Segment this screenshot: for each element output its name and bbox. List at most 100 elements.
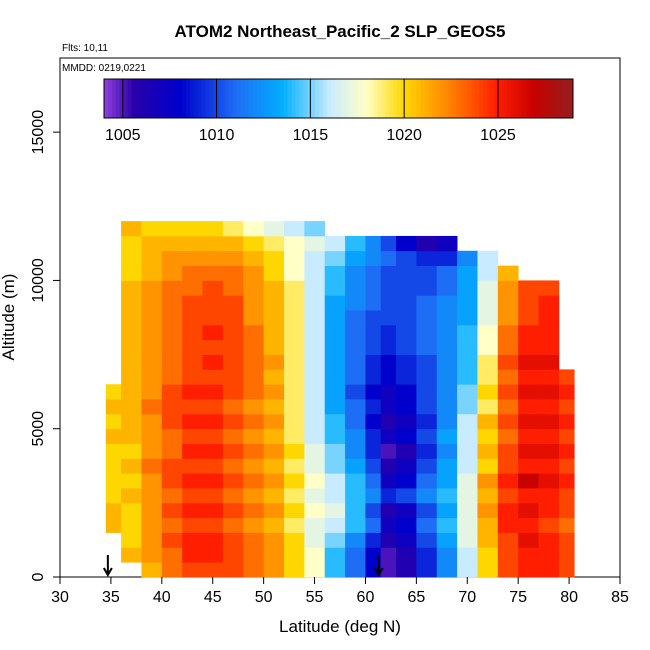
heatmap-cell	[161, 443, 183, 459]
colorbar-segment	[201, 79, 207, 118]
heatmap-cell	[284, 562, 305, 578]
colorbar-segment	[150, 79, 156, 118]
heatmap-cell	[396, 517, 417, 533]
colorbar-segment	[225, 79, 230, 118]
heatmap-cell	[324, 428, 346, 444]
colorbar-tick-label: 1005	[105, 127, 141, 144]
heatmap-cell	[182, 413, 203, 430]
heatmap-cell	[457, 384, 478, 400]
heatmap-cell	[243, 473, 265, 489]
heatmap-cell	[345, 547, 366, 563]
heatmap-cell	[263, 235, 285, 252]
heatmap-cell	[436, 488, 458, 504]
heatmap-cell	[477, 354, 499, 370]
heatmap-cell	[202, 295, 224, 311]
heatmap-cell	[202, 517, 224, 533]
heatmap-cell	[558, 562, 575, 578]
heatmap-cell	[304, 339, 326, 355]
heatmap-cell	[182, 399, 203, 415]
heatmap-cell	[345, 502, 366, 519]
colorbar-segment	[490, 79, 496, 118]
heatmap-cell	[202, 339, 224, 355]
colorbar-segment	[143, 79, 148, 118]
heatmap-cell	[141, 443, 163, 459]
heatmap-cell	[263, 547, 285, 563]
heatmap-cell	[202, 473, 224, 489]
heatmap-cell	[345, 488, 366, 504]
heatmap-cell	[263, 443, 285, 459]
heatmap-cell	[304, 488, 326, 504]
heatmap-cell	[558, 428, 575, 444]
heatmap-cell	[558, 413, 575, 430]
colorbar-segment	[315, 79, 320, 118]
heatmap-cell	[380, 369, 397, 385]
heatmap-cell	[518, 473, 539, 489]
heatmap-cell	[380, 547, 397, 563]
heatmap-cell	[324, 399, 346, 415]
heatmap-cell	[558, 532, 575, 548]
heatmap-cell	[396, 399, 417, 415]
colorbar-segment	[401, 79, 406, 118]
heatmap-cell	[380, 310, 397, 326]
colorbar-segment	[283, 79, 289, 118]
heatmap-cell	[558, 443, 575, 459]
heatmap-cell	[538, 295, 560, 311]
heatmap-cell	[263, 339, 285, 355]
heatmap-cell	[477, 310, 499, 326]
heatmap-cell	[182, 339, 203, 355]
heatmap-cell	[345, 250, 366, 266]
heatmap-cell	[324, 488, 346, 504]
heatmap-cell	[304, 354, 326, 370]
heatmap-cell	[304, 443, 326, 459]
x-tick-label: 75	[509, 589, 527, 606]
heatmap-cell	[477, 399, 499, 415]
heatmap-cell	[365, 354, 382, 370]
heatmap-cell	[436, 413, 458, 430]
heatmap-cell	[457, 413, 478, 430]
colorbar-segment	[311, 79, 316, 118]
heatmap-cell	[202, 310, 224, 326]
heatmap-cell	[263, 295, 285, 311]
heatmap-cell	[324, 324, 346, 341]
heatmap-cell	[497, 488, 519, 504]
colorbar-segment	[326, 79, 332, 118]
heatmap-cell	[161, 265, 183, 281]
heatmap-cell	[182, 221, 203, 237]
heatmap-cell	[365, 265, 382, 281]
heatmap-cell	[243, 488, 265, 504]
colorbar-segment	[420, 79, 425, 118]
colorbar-segment	[244, 79, 250, 118]
colorbar-segment	[479, 79, 484, 118]
heatmap-cell	[121, 473, 142, 489]
heatmap-cell	[141, 413, 163, 430]
heatmap-cell	[345, 339, 366, 355]
heatmap-cell	[304, 369, 326, 385]
heatmap-cell	[222, 502, 244, 519]
heatmap-cell	[396, 339, 417, 355]
heatmap-cell	[161, 221, 183, 237]
colorbar-segment	[123, 79, 128, 118]
heatmap-cell	[497, 399, 519, 415]
heatmap-cell	[284, 250, 305, 266]
heatmap-cell	[345, 443, 366, 459]
heatmap-cell	[396, 265, 417, 281]
heatmap-cell	[284, 488, 305, 504]
colorbar-segment	[459, 79, 465, 118]
heatmap-cell	[518, 324, 539, 341]
heatmap-cell	[436, 458, 458, 474]
colorbar-segment	[240, 79, 246, 118]
chart-title: ATOM2 Northeast_Pacific_2 SLP_GEOS5	[175, 22, 506, 41]
heatmap-cell	[436, 517, 458, 533]
colorbar-segment	[104, 79, 109, 118]
heatmap-cell	[141, 399, 163, 415]
heatmap-cell	[141, 384, 163, 400]
x-tick-label: 30	[51, 589, 69, 606]
heatmap-cell	[436, 235, 458, 252]
heatmap-cell	[202, 428, 224, 444]
heatmap-cell	[436, 428, 458, 444]
heatmap-cell	[105, 517, 122, 533]
colorbar-segment	[256, 79, 261, 118]
heatmap-cell	[345, 265, 366, 281]
heatmap-cell	[243, 384, 265, 400]
colorbar-segment	[358, 79, 363, 118]
